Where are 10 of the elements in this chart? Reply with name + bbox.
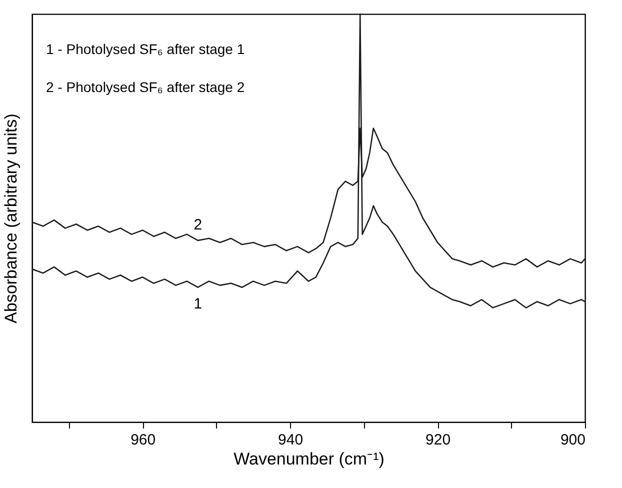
- series-label: 2: [194, 216, 202, 234]
- x-tick-label: 940: [278, 432, 304, 448]
- series-label: 1: [194, 295, 202, 312]
- y-axis-title: Absorbance (arbitrary units): [2, 114, 20, 324]
- annotation: 1 - Photolysed SF₆ after stage 1: [46, 41, 245, 57]
- annotation: 2 - Photolysed SF₆ after stage 2: [46, 79, 245, 95]
- x-tick-label: 960: [130, 432, 156, 448]
- x-axis-title: Wavenumber (cm⁻¹): [234, 450, 384, 468]
- x-tick-label: 920: [426, 432, 451, 448]
- x-tick-label: 900: [560, 432, 586, 448]
